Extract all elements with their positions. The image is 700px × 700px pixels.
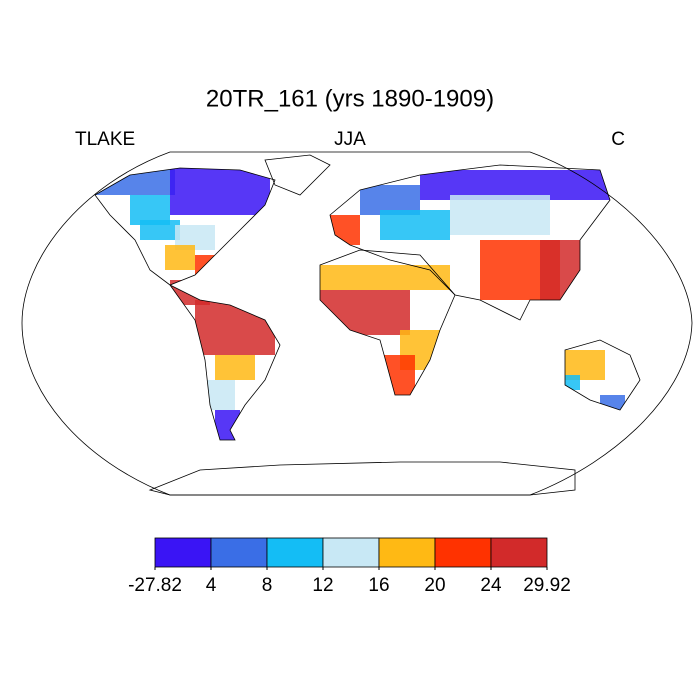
eurasia [329, 164, 611, 321]
field-patch [380, 355, 415, 395]
colorbar: -27.82 4 8 12 16 20 24 29.92 [128, 537, 571, 596]
field-patch [170, 165, 270, 215]
colorbar-label: 20 [424, 575, 445, 596]
field-patch [380, 210, 450, 240]
field-patch [215, 355, 255, 380]
coastlines [94, 154, 641, 496]
colorbar-label: 8 [262, 575, 273, 596]
field-patch [565, 375, 580, 390]
field-patch [205, 380, 235, 410]
center-label: JJA [334, 129, 366, 150]
field-patch [195, 300, 275, 355]
colorbar-box [434, 537, 492, 568]
field-patch [450, 195, 550, 235]
field-patch [140, 220, 180, 240]
field-patch [540, 240, 580, 300]
field-patch [195, 255, 215, 280]
colorbar-box [154, 537, 212, 568]
africa [319, 249, 456, 396]
australia [564, 339, 641, 411]
field-patch [320, 290, 410, 335]
map-border [21, 151, 693, 496]
colorbar-box [490, 537, 548, 568]
colorbar-label: -27.82 [128, 575, 182, 596]
colorbar-box [210, 537, 268, 568]
field-patch [330, 215, 360, 245]
colorbar-box [322, 537, 380, 568]
field-patch [95, 165, 175, 195]
field [95, 165, 625, 440]
antarctica [148, 461, 576, 496]
title: 20TR_161 (yrs 1890-1909) [206, 85, 494, 112]
right-label: C [611, 129, 625, 150]
colorbar-label: 12 [312, 575, 333, 596]
left-label: TLAKE [75, 129, 135, 150]
colorbar-label: 29.92 [523, 575, 571, 596]
greenland [264, 154, 331, 196]
colorbar-box [378, 537, 436, 568]
north-america [94, 167, 276, 286]
field-patch [165, 245, 195, 270]
colorbar-box [266, 537, 324, 568]
colorbar-label: 24 [480, 575, 502, 596]
colorbar-label: 4 [206, 575, 217, 596]
colorbar-label: 16 [368, 575, 389, 596]
south-america [169, 284, 281, 441]
field-patch [320, 265, 450, 290]
